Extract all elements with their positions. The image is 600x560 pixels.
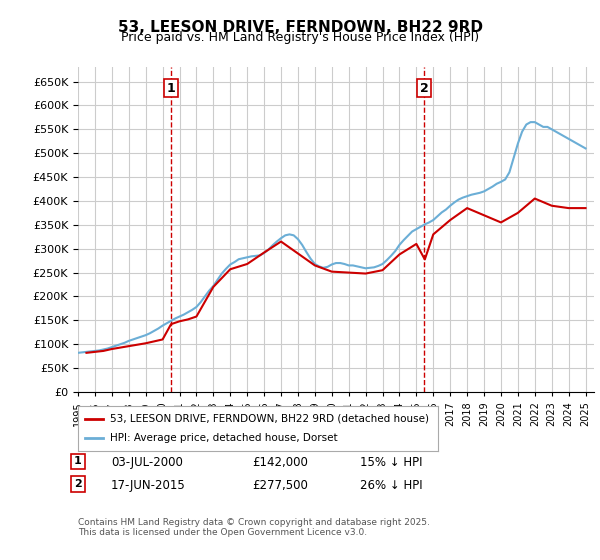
Text: 26% ↓ HPI: 26% ↓ HPI	[360, 479, 422, 492]
Text: 2: 2	[420, 82, 428, 95]
Text: £277,500: £277,500	[252, 479, 308, 492]
Text: 03-JUL-2000: 03-JUL-2000	[111, 456, 183, 469]
Text: 1: 1	[74, 456, 82, 466]
Text: HPI: Average price, detached house, Dorset: HPI: Average price, detached house, Dors…	[110, 433, 338, 444]
Text: 2: 2	[74, 479, 82, 489]
Text: Contains HM Land Registry data © Crown copyright and database right 2025.
This d: Contains HM Land Registry data © Crown c…	[78, 518, 430, 538]
Text: 17-JUN-2015: 17-JUN-2015	[111, 479, 186, 492]
Text: Price paid vs. HM Land Registry's House Price Index (HPI): Price paid vs. HM Land Registry's House …	[121, 31, 479, 44]
Text: 15% ↓ HPI: 15% ↓ HPI	[360, 456, 422, 469]
Text: 1: 1	[167, 82, 175, 95]
Text: £142,000: £142,000	[252, 456, 308, 469]
Text: 53, LEESON DRIVE, FERNDOWN, BH22 9RD: 53, LEESON DRIVE, FERNDOWN, BH22 9RD	[118, 20, 482, 35]
Text: 53, LEESON DRIVE, FERNDOWN, BH22 9RD (detached house): 53, LEESON DRIVE, FERNDOWN, BH22 9RD (de…	[110, 413, 430, 423]
